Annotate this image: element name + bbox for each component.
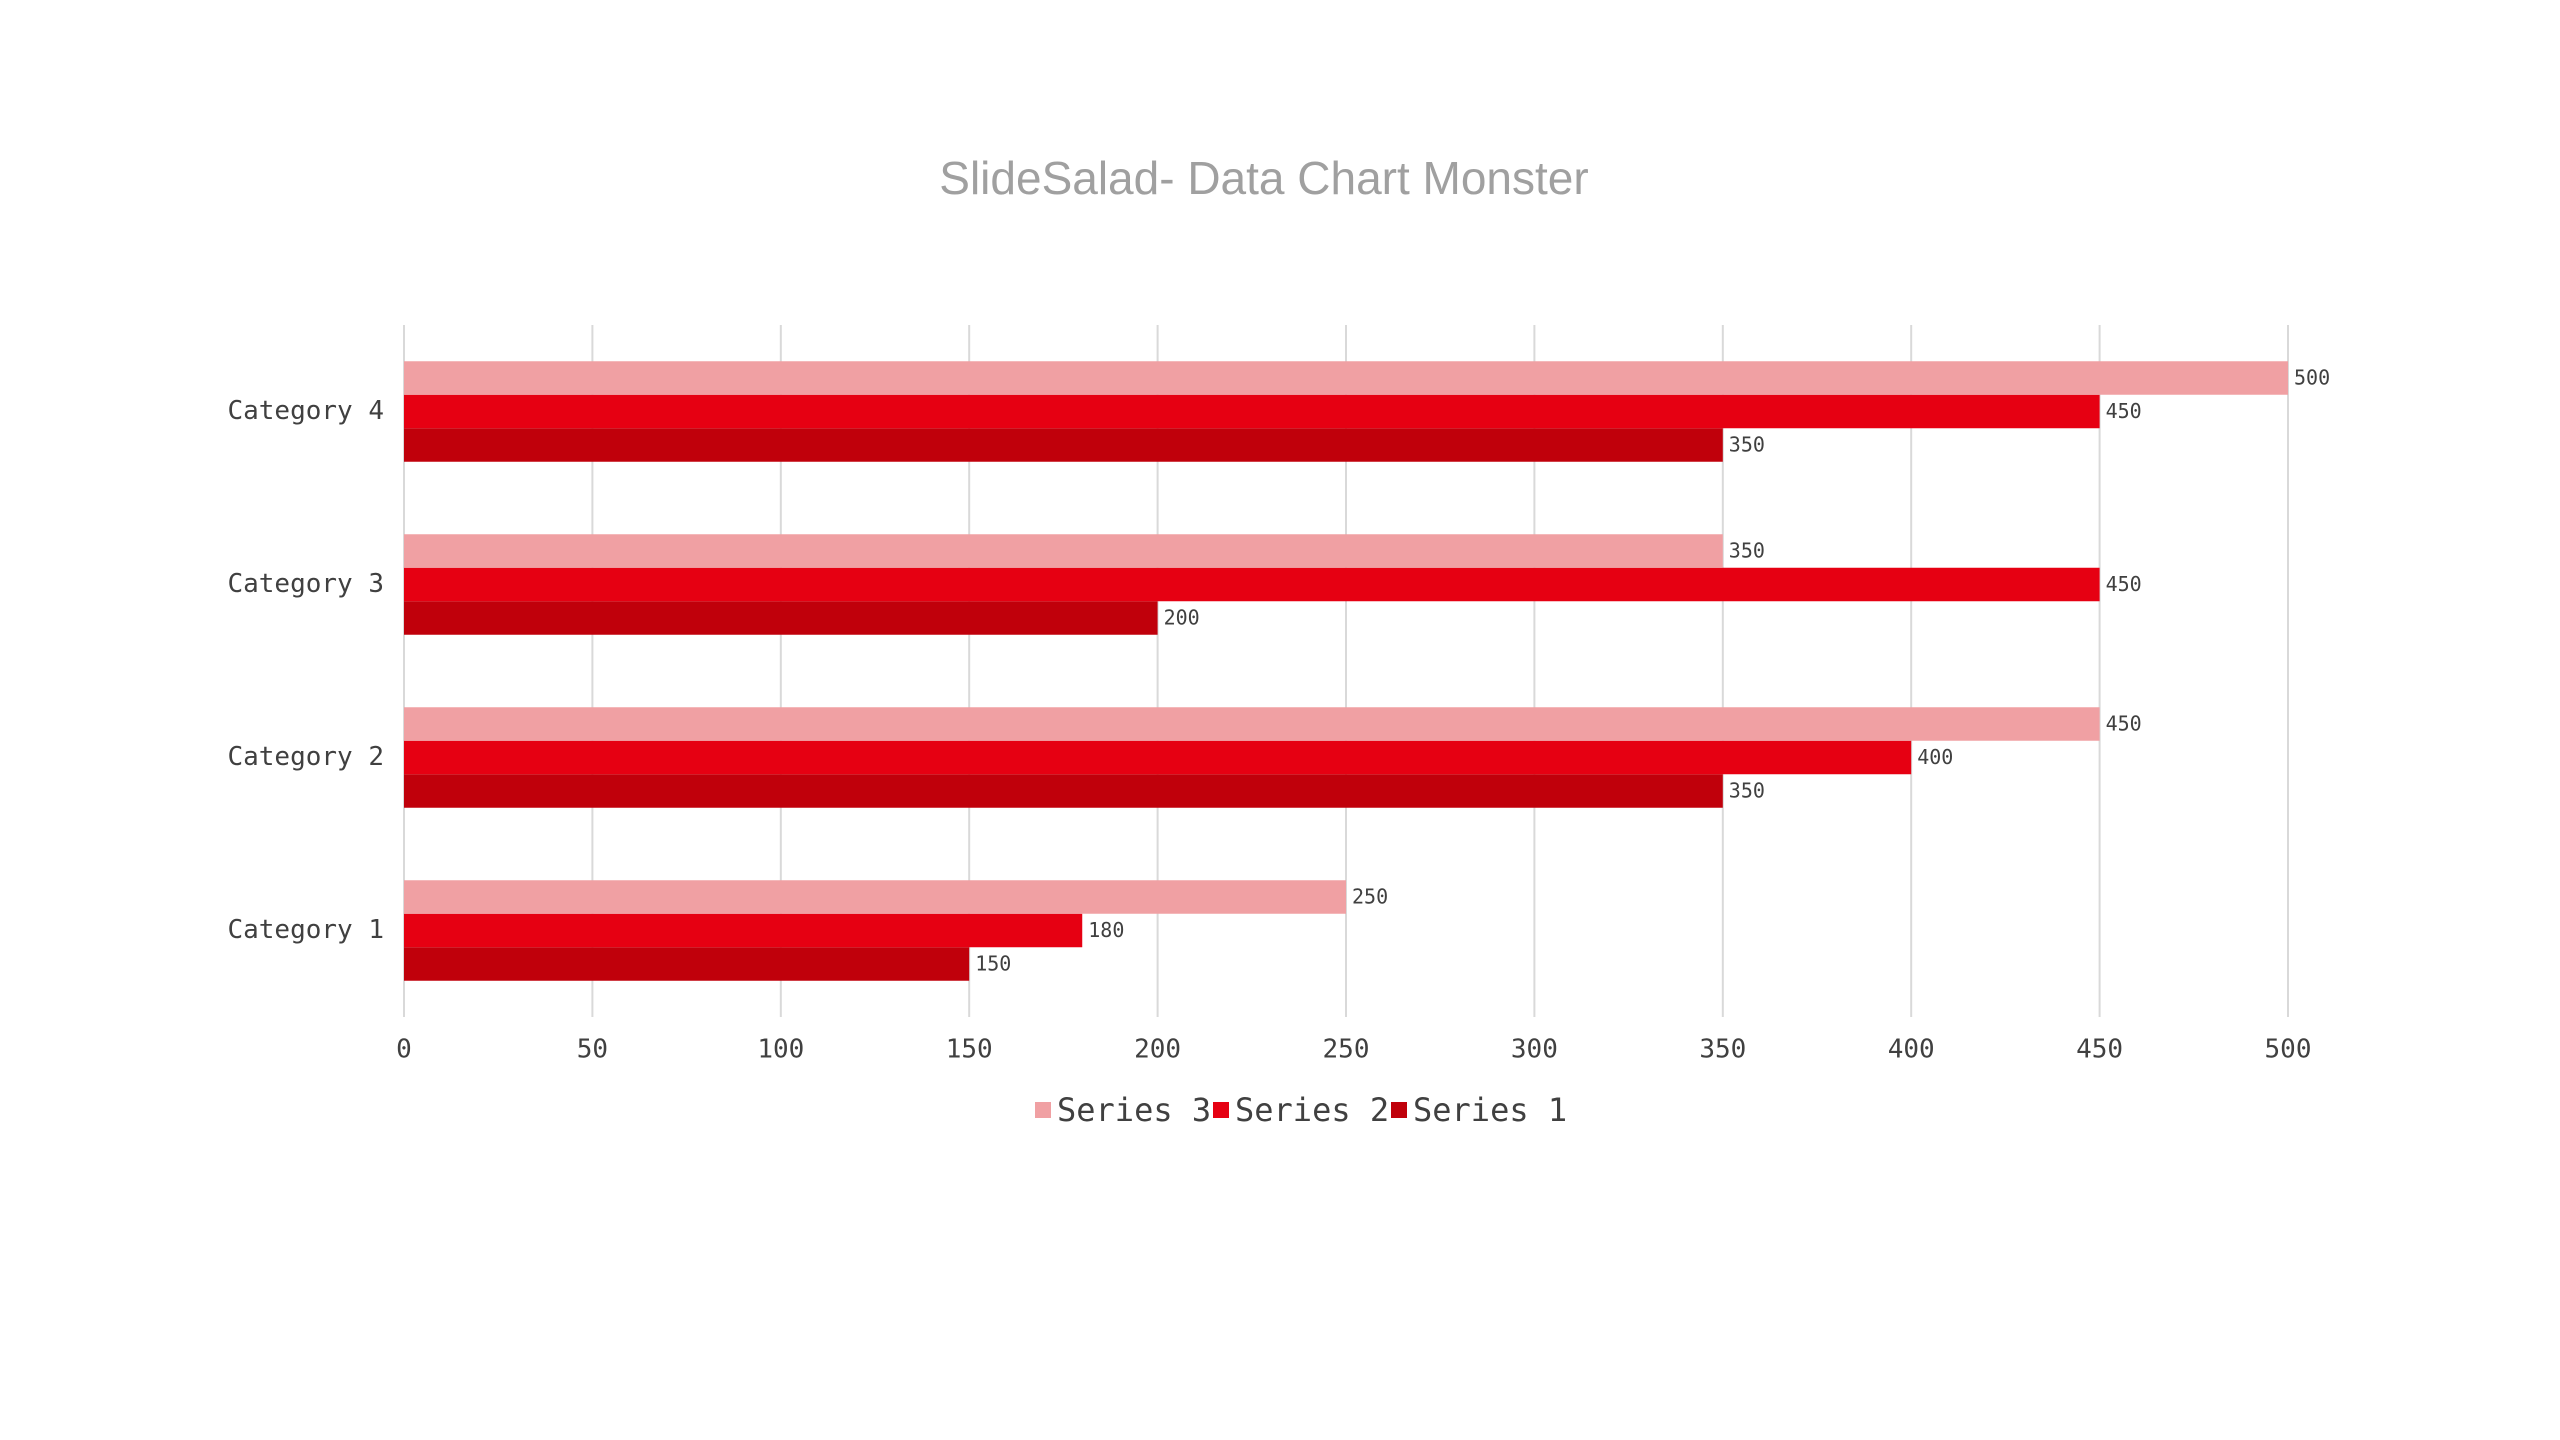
data-label: 450: [2106, 712, 2142, 736]
x-tick-label: 50: [577, 1035, 608, 1065]
x-tick-label: 150: [946, 1035, 993, 1065]
data-label: 450: [2106, 399, 2142, 423]
data-label: 150: [975, 952, 1011, 976]
x-tick-label: 100: [757, 1035, 804, 1065]
legend-label: Series 2: [1235, 1091, 1389, 1129]
data-label: 350: [1729, 433, 1765, 457]
data-label: 350: [1729, 539, 1765, 563]
y-tick-label: Category 4: [227, 396, 384, 426]
bar: [404, 534, 1723, 568]
bar: [404, 428, 1723, 462]
data-label: 500: [2294, 366, 2330, 390]
legend-label: Series 1: [1413, 1091, 1567, 1129]
x-tick-label: 0: [396, 1035, 412, 1065]
data-label: 250: [1352, 885, 1388, 909]
y-tick-label: Category 2: [227, 742, 384, 772]
x-tick-label: 500: [2265, 1035, 2312, 1065]
y-tick-label: Category 3: [227, 569, 384, 599]
bar: [404, 361, 2288, 395]
legend-swatch: [1391, 1102, 1407, 1118]
bar: [404, 913, 1083, 948]
data-label: 200: [1164, 606, 1200, 630]
bar: [404, 880, 1346, 914]
x-tick-label: 350: [1699, 1035, 1746, 1065]
data-label: 450: [2106, 572, 2142, 596]
chart-title: SlideSalad- Data Chart Monster: [939, 152, 1588, 204]
legend-label: Series 3: [1057, 1091, 1211, 1129]
data-label: 350: [1729, 779, 1765, 803]
x-tick-label: 450: [2076, 1035, 2123, 1065]
x-tick-label: 400: [1888, 1035, 1935, 1065]
bar: [404, 707, 2100, 741]
x-tick-label: 300: [1511, 1035, 1558, 1065]
bar: [404, 601, 1158, 635]
bar: [404, 774, 1723, 808]
legend-swatch: [1213, 1102, 1229, 1118]
x-tick-label: 200: [1134, 1035, 1181, 1065]
y-tick-label: Category 1: [227, 915, 384, 945]
data-label: 180: [1088, 918, 1124, 942]
bar: [404, 947, 970, 981]
bar: [404, 740, 1912, 775]
bar: [404, 567, 2100, 602]
bar: [404, 394, 2100, 429]
data-label: 400: [1917, 745, 1953, 769]
legend-swatch: [1035, 1102, 1051, 1118]
x-tick-label: 250: [1323, 1035, 1370, 1065]
